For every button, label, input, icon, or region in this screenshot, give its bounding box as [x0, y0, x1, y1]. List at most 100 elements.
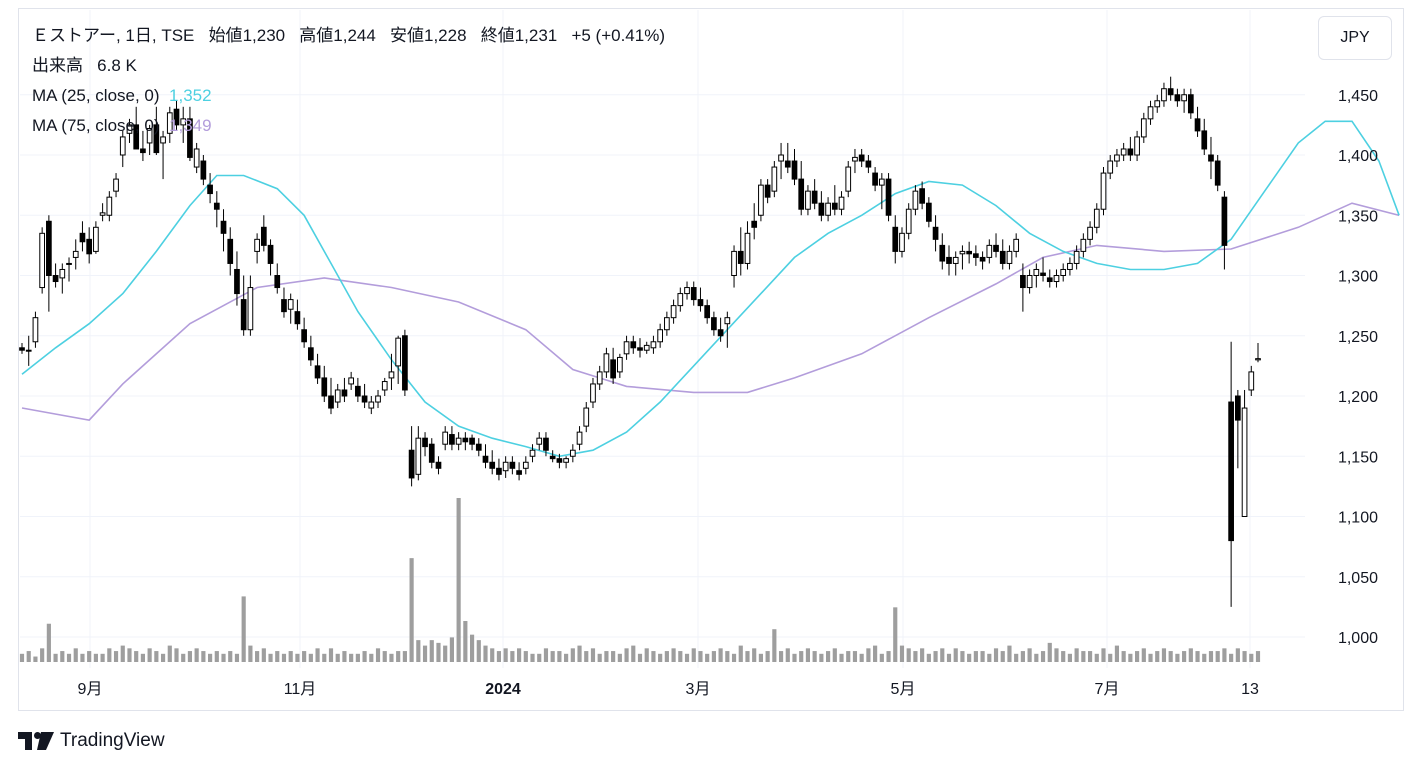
candle-body [704, 305, 711, 319]
volume-bar [1215, 651, 1220, 662]
volume-bar [846, 651, 851, 662]
candle-body [563, 458, 569, 463]
volume-bar [738, 645, 743, 662]
volume-bar [107, 648, 112, 662]
candle-body [274, 275, 281, 289]
volume-bar [80, 653, 85, 662]
ma75-line [21, 202, 1400, 421]
candle-body [637, 347, 643, 351]
volume-bar [1182, 651, 1187, 662]
candle-body [267, 244, 274, 264]
volume-bar [503, 648, 508, 662]
candle-body [1167, 88, 1174, 96]
volume-bar [40, 648, 45, 662]
volume-bar [953, 648, 958, 662]
volume-bar [1188, 648, 1193, 662]
candle-body [375, 395, 381, 403]
candle-body [1033, 268, 1040, 277]
candle-body [939, 244, 946, 262]
candle-body [758, 184, 764, 216]
candle-body [166, 112, 173, 134]
volume-bar [590, 648, 596, 662]
volume-bar [1161, 648, 1167, 662]
volume-bar [1208, 651, 1214, 662]
candle-body [549, 455, 556, 460]
volume-bar [402, 651, 407, 662]
volume-bar [490, 648, 495, 662]
candle-body [213, 202, 220, 210]
candle-body [207, 184, 213, 195]
currency-button[interactable]: JPY [1318, 16, 1392, 60]
volume-bar [778, 651, 784, 662]
candle-body [455, 437, 462, 445]
volume-bar [436, 642, 441, 662]
candle-body [966, 250, 973, 255]
volume-bar [389, 653, 394, 662]
volume-bar [26, 651, 31, 662]
candle-body [227, 238, 234, 264]
volume-value: 6.8 K [97, 56, 137, 75]
candle-body [603, 353, 610, 373]
volume-bar [799, 651, 804, 662]
volume-bar [772, 629, 777, 662]
tradingview-logo[interactable]: TradingView [18, 730, 165, 752]
volume-bar [33, 656, 38, 662]
volume-bar [718, 648, 723, 662]
volume-bar [187, 651, 193, 662]
x-tick-label: 2024 [485, 681, 521, 698]
volume-bar [375, 648, 381, 662]
candle-body [1046, 277, 1053, 283]
volume-bar [859, 653, 864, 662]
volume-bar [637, 653, 643, 662]
chart-frame[interactable] [18, 8, 1404, 711]
volume-bar [221, 653, 226, 662]
volume-bar [1067, 653, 1072, 662]
candle-body [449, 434, 455, 445]
volume-bar [295, 653, 300, 662]
candle-body [341, 389, 348, 397]
candle-body [858, 154, 865, 162]
candle-body [153, 124, 160, 154]
candle-body [811, 190, 818, 204]
ma25-value: 1,352 [169, 86, 212, 105]
candle-body [872, 172, 878, 186]
candle-body [93, 226, 99, 252]
x-tick-label: 7月 [1095, 681, 1120, 698]
candle-body [1100, 172, 1107, 210]
volume-bar [987, 653, 992, 662]
candle-body [381, 381, 388, 391]
candle-body [428, 443, 435, 463]
volume-bar [940, 648, 945, 662]
volume-bar [597, 653, 602, 662]
volume-bar [644, 648, 649, 662]
candle-body [1174, 94, 1181, 102]
candle-body [402, 335, 408, 391]
volume-bar [1135, 651, 1140, 662]
volume-bar [785, 648, 790, 662]
volume-bar [322, 653, 327, 662]
volume-bar [698, 651, 703, 662]
x-axis: 9月 11月 2024 3月 5月 7月 13 [78, 681, 1259, 698]
candle-body [1020, 275, 1026, 289]
y-tick-label: 1,300 [1338, 269, 1378, 286]
low-label: 安値 [390, 26, 424, 45]
candle-body [764, 184, 771, 198]
candle-body [496, 467, 502, 475]
volume-bar [617, 653, 622, 662]
volume-bar [517, 648, 522, 662]
candle-body [314, 365, 321, 379]
volume-bar [248, 645, 253, 662]
volume-bar [920, 648, 925, 662]
candle-body [388, 371, 395, 379]
candle-body [1154, 100, 1161, 108]
candle-body [1140, 118, 1147, 138]
close-label: 終値 [480, 26, 515, 45]
candle-body [126, 124, 133, 134]
volume-bar [1155, 651, 1160, 662]
candle-body [435, 461, 442, 469]
candle-body [1234, 395, 1241, 421]
volume-bar [530, 653, 535, 662]
volume-bar [1034, 653, 1039, 662]
y-tick-label: 1,050 [1338, 570, 1378, 587]
